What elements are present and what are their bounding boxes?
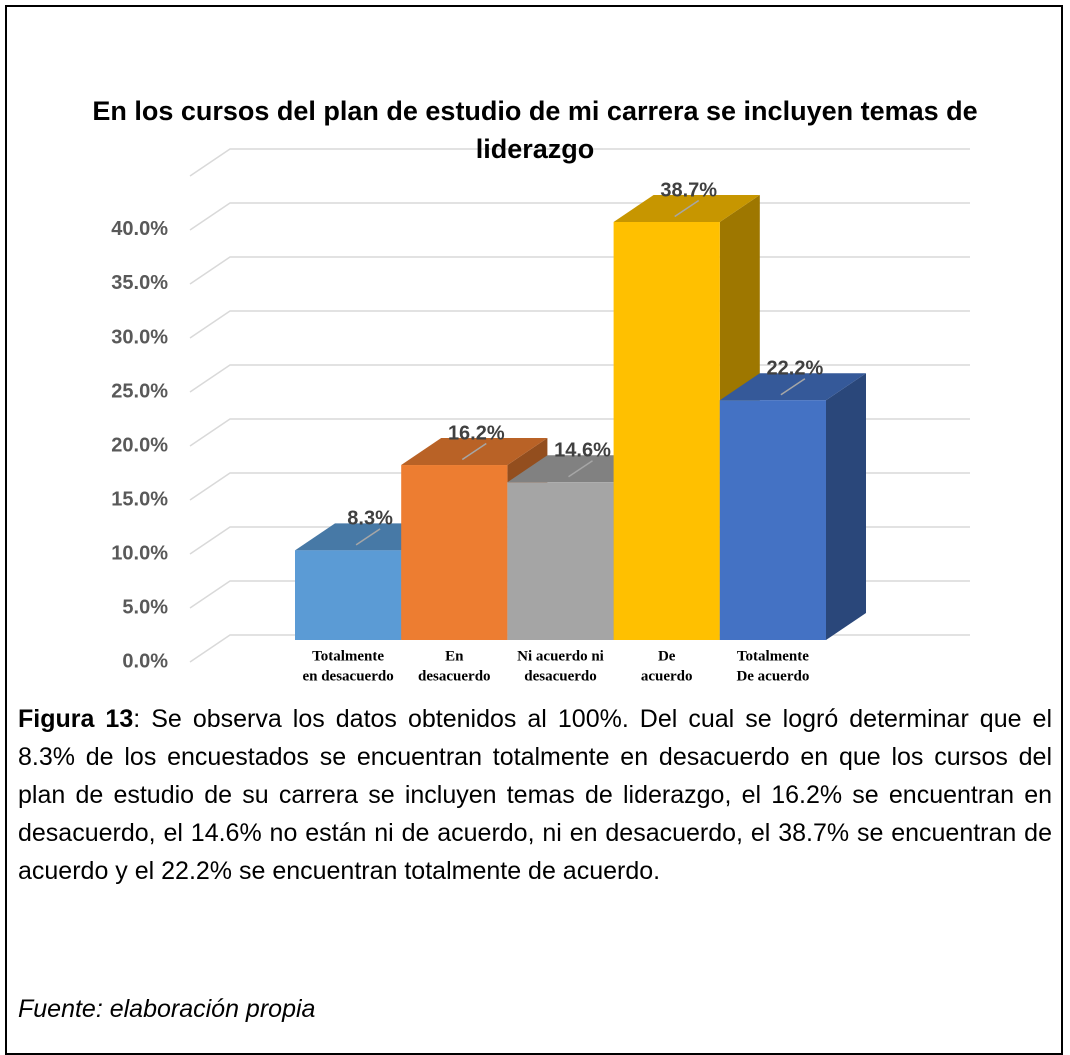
y-tick-label: 30.0% (111, 326, 168, 348)
leader-line (780, 378, 806, 396)
bar (719, 400, 826, 640)
y-tick-label: 5.0% (122, 596, 168, 618)
caption-text: : Se observa los datos obtenidos al 100%… (18, 705, 1052, 885)
x-tick-label: En (445, 648, 464, 664)
value-label: 38.7% (660, 179, 717, 201)
value-label: 14.6% (554, 440, 611, 462)
x-tick-label: en desacuerdo (302, 668, 393, 684)
chart-title: En los cursos del plan de estudio de mi … (92, 96, 978, 164)
x-tick-label: De (658, 648, 676, 664)
x-tick-label: desacuerdo (524, 668, 597, 684)
y-tick-label: 20.0% (111, 434, 168, 456)
leader-line (568, 460, 593, 478)
bar (613, 222, 720, 640)
x-tick-label: desacuerdo (418, 668, 491, 684)
caption: Figura 13: Se observa los datos obtenido… (18, 700, 1052, 890)
leader-line (355, 528, 381, 546)
bar (295, 550, 402, 640)
leader-line (461, 442, 487, 461)
x-tick-label: Totalmente (737, 648, 809, 664)
y-tick-label: 15.0% (111, 488, 168, 510)
grid-line (189, 310, 970, 339)
grid-line (189, 202, 970, 231)
y-tick-label: 0.0% (122, 650, 168, 672)
value-label: 22.2% (767, 357, 824, 379)
chart: 0.0% 5.0% 10.0% 15.0% 20.0% 25.0% 30.0% 35.0% 40… (111, 148, 970, 684)
bar-side (826, 373, 866, 640)
y-tick-label: 25.0% (111, 380, 168, 402)
x-tick-label: acuerdo (641, 668, 693, 684)
leader-line (674, 199, 700, 218)
bar (401, 465, 508, 640)
y-tick-label: 10.0% (111, 542, 168, 564)
wall-edge (189, 148, 970, 177)
value-label: 8.3% (347, 508, 393, 530)
source: Fuente: elaboración propia (18, 995, 316, 1023)
x-tick-label: De acuerdo (736, 668, 809, 684)
x-tick-label: Totalmente (312, 648, 384, 664)
value-label: 16.2% (448, 422, 505, 444)
caption-label: Figura 13 (18, 705, 134, 733)
bar (507, 482, 614, 640)
y-tick-label: 35.0% (111, 272, 168, 294)
grid-line (189, 256, 970, 285)
x-tick-label: Ni acuerdo ni (517, 648, 604, 664)
y-tick-label: 40.0% (111, 218, 168, 240)
